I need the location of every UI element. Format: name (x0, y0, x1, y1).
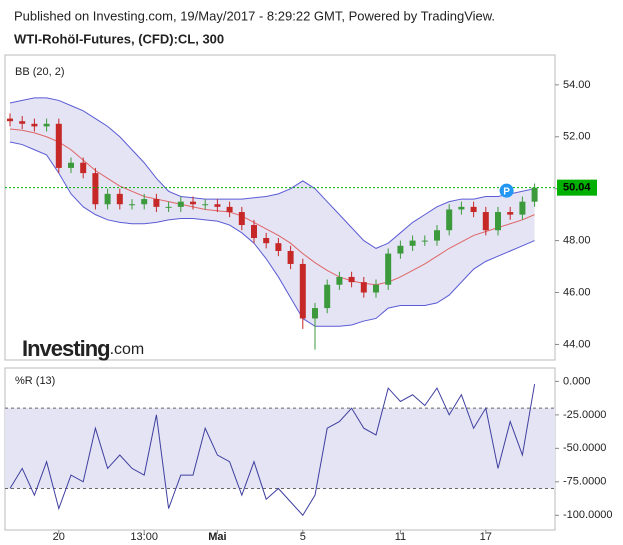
last-price-label: 50.04 (563, 182, 591, 194)
candle-body (324, 284, 331, 309)
candle-body (336, 276, 343, 285)
candle-body (421, 240, 428, 242)
candle-body (153, 199, 160, 207)
y-tick-label: -100.0000 (563, 509, 613, 521)
candle-body (287, 250, 294, 264)
last-price-box (557, 179, 597, 196)
candle-body (482, 212, 489, 231)
badge-label: P (503, 186, 510, 197)
candle-body (116, 193, 123, 205)
candle-body (68, 162, 74, 168)
candle-body (446, 209, 453, 231)
candle-body (348, 276, 355, 283)
candle-body (275, 243, 282, 251)
candle-body (238, 212, 245, 226)
candle-body (43, 123, 50, 127)
y-tick-label: 44.00 (563, 338, 591, 350)
candle-body (104, 193, 111, 205)
candle-body (458, 206, 465, 210)
candle-body (373, 284, 379, 293)
x-tick-label: 13:00 (130, 531, 158, 543)
candle-body (80, 162, 87, 174)
candle-body (299, 263, 306, 319)
candle-body (31, 123, 38, 127)
badge (499, 183, 514, 198)
band-upper (9, 97, 535, 249)
x-tick-label: 20 (53, 531, 65, 543)
indicator-title: BB (20, 2) (15, 66, 65, 78)
publish-note: Published on Investing.com, 19/May/2017 … (14, 8, 495, 23)
candle-body (141, 199, 148, 205)
candle-body (129, 204, 135, 206)
candle-body (385, 253, 392, 285)
x-tick-label: 17 (480, 531, 492, 543)
candle-body (7, 118, 13, 122)
candle-body (226, 206, 233, 213)
band-fill (10, 97, 535, 327)
y-tick-label: 46.00 (563, 286, 591, 298)
candle-body (263, 238, 270, 244)
y-tick-label: -50.0000 (563, 442, 606, 454)
candle-body (312, 308, 318, 319)
candle-body (434, 230, 440, 241)
logo: Investing.com (22, 336, 144, 361)
r-line (9, 383, 536, 517)
y-tick-label: -25.0000 (563, 409, 606, 421)
price-panel (4, 54, 556, 361)
candle-body (470, 206, 477, 213)
candle-body (519, 201, 526, 215)
y-tick-label: 0.000 (563, 375, 591, 387)
candle-body (397, 245, 404, 254)
candle-body (92, 173, 99, 205)
x-tick-label: 5 (300, 531, 306, 543)
x-tick-label: 11 (395, 531, 406, 543)
y-tick-label: 48.00 (563, 235, 591, 247)
indicator-title: %R (13) (15, 375, 55, 387)
candle-body (531, 187, 538, 202)
candle-body (55, 123, 62, 168)
y-tick-label: 54.00 (563, 79, 591, 91)
x-tick-label: Mai (208, 531, 226, 543)
band-middle (9, 128, 535, 286)
instrument-title: WTI-Rohöl-Futures, (CFD):CL, 300 (14, 31, 224, 46)
candle-body (19, 121, 26, 124)
candle-body (251, 225, 257, 238)
candle-body (177, 201, 184, 207)
plot-layer: 44.0046.0048.0050.0052.0054.0050.04P2013… (5, 79, 613, 543)
candle-body (507, 212, 514, 215)
logo-suffix: .com (110, 341, 145, 358)
candle-body (214, 204, 221, 207)
candle-body (190, 201, 196, 205)
candle-body (202, 204, 209, 206)
logo-brand: Investing (22, 336, 110, 361)
candle-body (360, 282, 367, 293)
band-lower (9, 141, 535, 327)
candle-body (409, 240, 416, 246)
y-tick-label: -75.0000 (563, 476, 606, 488)
candle-body (165, 206, 172, 208)
candle-body (495, 212, 501, 231)
level-fill (5, 408, 555, 489)
y-tick-label: 52.00 (563, 131, 591, 143)
